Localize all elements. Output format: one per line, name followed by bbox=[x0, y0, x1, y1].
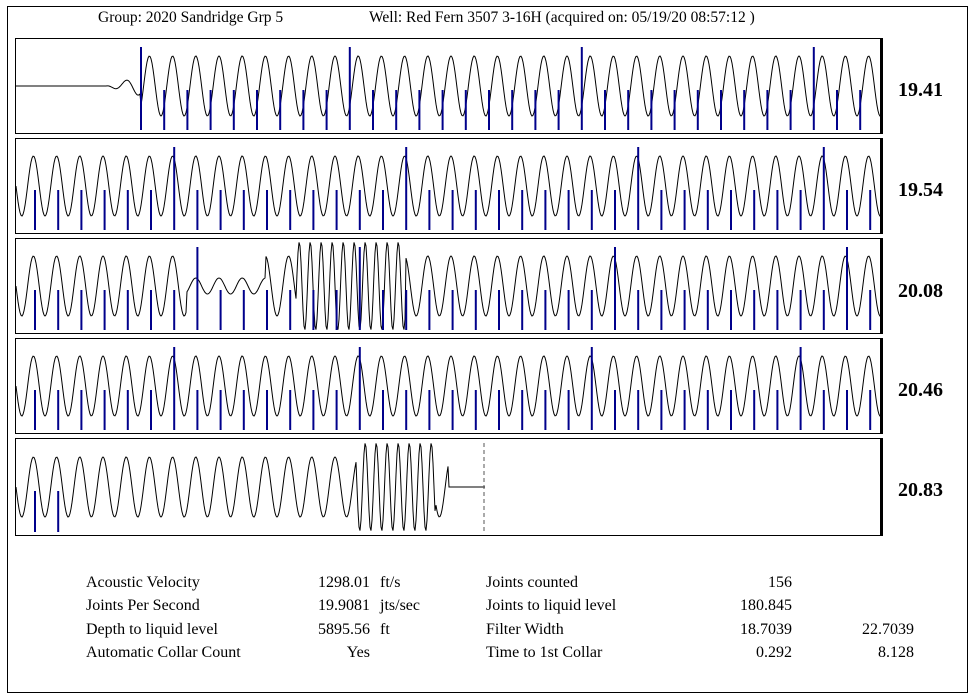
auto-collar-count-value: Yes bbox=[346, 644, 370, 661]
depth-to-liquid-unit: ft bbox=[380, 621, 390, 638]
filter-width-label: Filter Width bbox=[486, 621, 564, 638]
trace-rate-2: 19.54 bbox=[898, 179, 943, 201]
joints-per-second-unit: jts/sec bbox=[380, 597, 420, 614]
waveform-line bbox=[16, 55, 882, 117]
trace-panel-1[interactable] bbox=[15, 38, 883, 134]
auto-collar-count-label: Automatic Collar Count bbox=[86, 644, 241, 661]
joints-counted-label: Joints counted bbox=[486, 574, 578, 591]
header: Group: 2020 Sandridge Grp 5 Well: Red Fe… bbox=[0, 6, 973, 28]
trace-rate-4: 20.46 bbox=[898, 379, 943, 401]
joints-per-second-label: Joints Per Second bbox=[86, 597, 200, 614]
trace-plot-3 bbox=[16, 242, 882, 330]
joints-to-liquid-label: Joints to liquid level bbox=[486, 597, 617, 614]
depth-to-liquid-label: Depth to liquid level bbox=[86, 621, 218, 638]
trace-rate-5: 20.83 bbox=[898, 479, 943, 501]
trace-rate-3: 20.08 bbox=[898, 280, 943, 302]
time-to-first-collar-value-2: 8.128 bbox=[878, 644, 914, 661]
acoustic-velocity-unit: ft/s bbox=[380, 574, 401, 591]
time-to-first-collar-label: Time to 1st Collar bbox=[486, 644, 603, 661]
trace-plot-2 bbox=[16, 147, 882, 230]
acoustic-velocity-value: 1298.01 bbox=[318, 574, 370, 591]
trace-panel-2[interactable] bbox=[15, 138, 883, 234]
trace-panel-5[interactable] bbox=[15, 438, 883, 536]
depth-to-liquid-value: 5895.56 bbox=[318, 621, 370, 638]
trace-panel-3[interactable] bbox=[15, 238, 883, 334]
joints-counted-value: 156 bbox=[768, 574, 792, 591]
trace-rate-1: 19.41 bbox=[898, 79, 943, 101]
waveform-line bbox=[16, 355, 882, 417]
trace-plot-4 bbox=[16, 347, 882, 430]
waveform-line bbox=[16, 443, 485, 531]
filter-width-value-2: 22.7039 bbox=[862, 621, 914, 638]
acoustic-velocity-label: Acoustic Velocity bbox=[86, 574, 200, 591]
trace-plot-5 bbox=[16, 443, 485, 532]
well-label: Well: Red Fern 3507 3-16H (acquired on: … bbox=[369, 9, 755, 26]
joints-per-second-value: 19.9081 bbox=[318, 597, 370, 614]
joints-to-liquid-value: 180.845 bbox=[740, 597, 792, 614]
filter-width-value: 18.7039 bbox=[740, 621, 792, 638]
group-label: Group: 2020 Sandridge Grp 5 bbox=[98, 9, 284, 26]
waveform-line bbox=[16, 242, 882, 330]
trace-panel-4[interactable] bbox=[15, 338, 883, 434]
waveform-line bbox=[16, 155, 882, 217]
time-to-first-collar-value: 0.292 bbox=[756, 644, 792, 661]
trace-plot-1 bbox=[16, 47, 882, 130]
